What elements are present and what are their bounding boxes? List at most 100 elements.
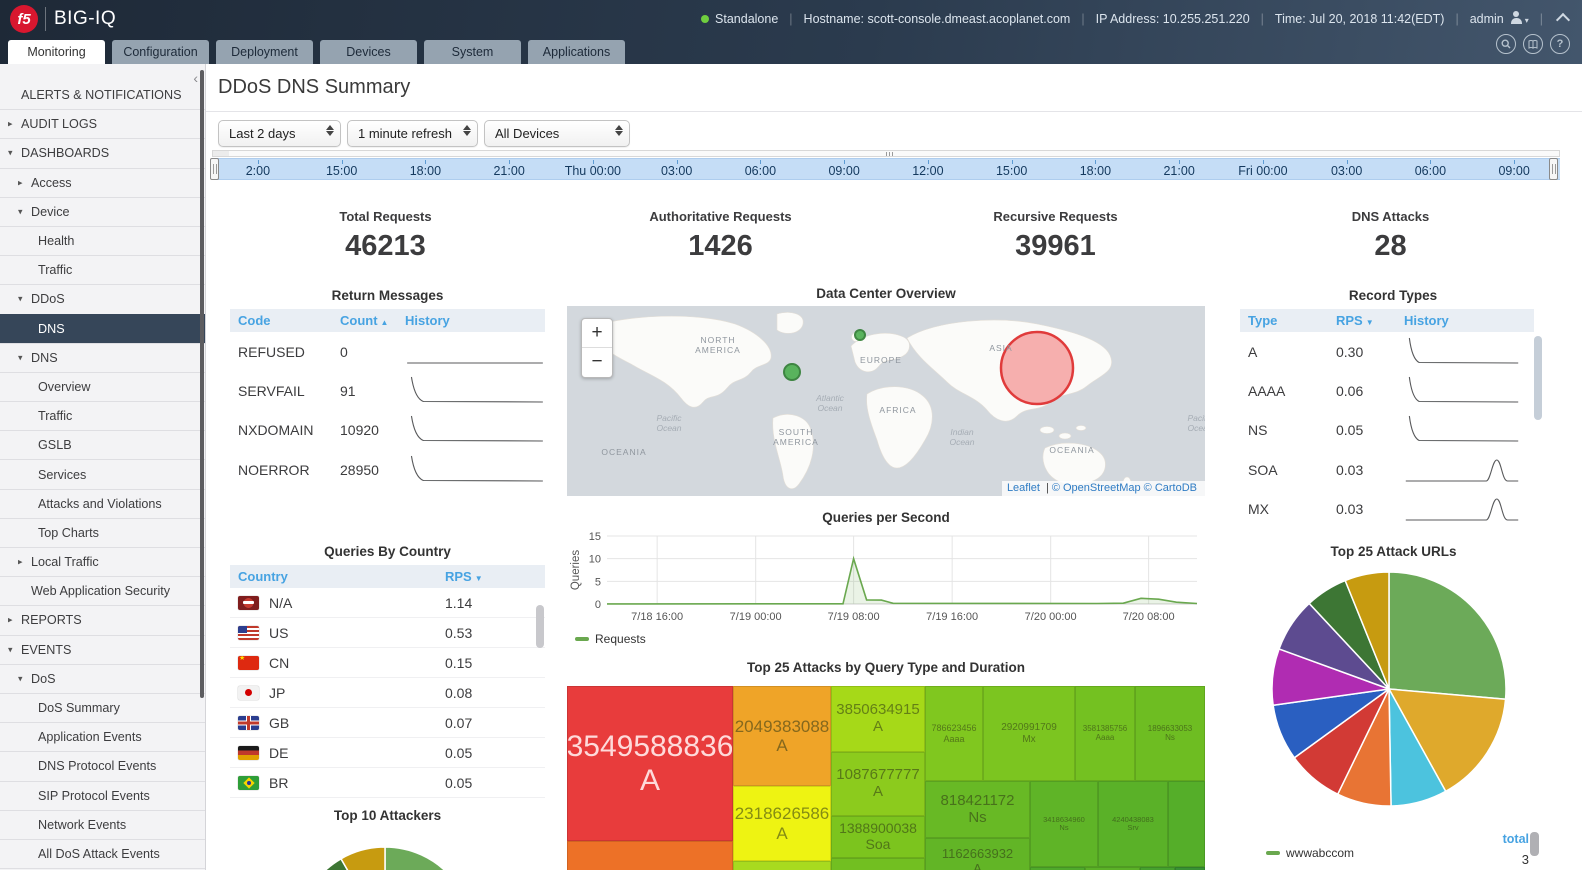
table-row[interactable]: N/A 1.14	[230, 588, 545, 618]
sidebar-item[interactable]: DoS Summary	[0, 692, 205, 722]
map-attribution-link[interactable]: © CartoDB	[1143, 482, 1197, 494]
column-header-count[interactable]: Count ▲	[340, 313, 389, 328]
search-icon[interactable]	[1496, 34, 1516, 54]
column-header-history[interactable]: History	[405, 313, 450, 328]
sidebar-item[interactable]: ▾ EVENTS	[0, 634, 205, 664]
treemap-cell[interactable]	[1085, 867, 1140, 870]
timeline-left-handle[interactable]	[210, 158, 219, 180]
nav-tab[interactable]: Configuration	[112, 40, 209, 64]
sidebar-item[interactable]: ▾ DDoS	[0, 284, 205, 313]
treemap-cell[interactable]: 1896633053 Ns	[1135, 686, 1205, 781]
sidebar-item[interactable]: Network Events	[0, 809, 205, 839]
treemap-cell[interactable]	[567, 841, 733, 870]
nav-tab[interactable]: System	[424, 40, 521, 64]
sidebar-item[interactable]: Services	[0, 459, 205, 488]
record-types-scrollbar[interactable]	[1534, 336, 1542, 420]
table-row[interactable]: SERVFAIL 91	[230, 371, 545, 410]
sidebar-item[interactable]: Overview	[0, 371, 205, 401]
table-row[interactable]: A 0.30	[1240, 332, 1534, 371]
sidebar-item[interactable]: Traffic	[0, 401, 205, 430]
sidebar-item[interactable]: All DoS Attack Events	[0, 838, 205, 868]
total-column-header[interactable]: total	[1502, 832, 1529, 846]
table-row[interactable]: NOERROR 28950	[230, 450, 545, 489]
sidebar-item[interactable]: Auto Threshold	[0, 868, 205, 870]
treemap-cell[interactable]	[831, 858, 925, 870]
map-marker-green-eu[interactable]	[854, 329, 866, 341]
sidebar-item[interactable]: Traffic	[0, 255, 205, 284]
treemap-cell[interactable]: 3850634915 A	[831, 686, 925, 752]
help-icon[interactable]: ?	[1550, 34, 1570, 54]
attack-urls-pie-chart[interactable]	[1270, 570, 1508, 813]
sidebar-item[interactable]: ▾ Device	[0, 196, 205, 226]
treemap-cell[interactable]: 786623456 Aaaa	[925, 686, 983, 781]
sidebar-item[interactable]: ▸ AUDIT LOGS	[0, 109, 205, 138]
column-header-history[interactable]: History	[1404, 313, 1449, 328]
sidebar-item[interactable]: ▾ DASHBOARDS	[0, 138, 205, 167]
nav-tab[interactable]: Deployment	[216, 40, 313, 64]
sidebar-item[interactable]: Application Events	[0, 722, 205, 751]
sidebar-item[interactable]: ▾ DNS	[0, 342, 205, 372]
treemap-cell[interactable]: 818421172 Ns	[925, 781, 1030, 838]
map-attribution-link[interactable]: Leaflet	[1006, 482, 1040, 494]
table-row[interactable]: GB 0.07	[230, 708, 545, 738]
table-row[interactable]: REFUSED 0	[230, 332, 545, 371]
top-attackers-pie-chart[interactable]	[295, 845, 475, 870]
treemap-cell[interactable]: 2920991709 Mx	[983, 686, 1075, 781]
sidebar-item[interactable]: Top Charts	[0, 517, 205, 547]
treemap-cell[interactable]: 3581385756 Aaaa	[1075, 686, 1135, 781]
world-map[interactable]: NORTH AMERICA EUROPE ASIA AFRICA SOUTH AMERI…	[567, 306, 1205, 496]
treemap-cell[interactable]: 2049383088 A	[733, 686, 831, 786]
treemap-cell[interactable]	[733, 861, 831, 870]
map-marker-green-us[interactable]	[783, 363, 801, 381]
time-range-select[interactable]: Last 2 days	[218, 120, 341, 147]
timeline-right-handle[interactable]	[1549, 158, 1558, 180]
treemap-cell[interactable]: 1388900038 Soa	[831, 816, 925, 858]
queries-by-country-scrollbar[interactable]	[536, 605, 544, 648]
book-icon[interactable]	[1523, 34, 1543, 54]
timeline-bar[interactable]: 2:00 15:00 18:00 21:00 Thu 00:00 03:00 06:00 09…	[212, 158, 1560, 180]
sidebar-collapse-icon[interactable]: ‹	[193, 70, 198, 86]
column-header-country[interactable]: Country	[238, 569, 288, 584]
devices-select[interactable]: All Devices	[484, 120, 630, 147]
table-row[interactable]: NS 0.05	[1240, 411, 1534, 450]
sidebar-item[interactable]: Web Application Security	[0, 576, 205, 605]
treemap-cell[interactable]: 3549588836 A	[567, 686, 733, 841]
nav-tab[interactable]: Monitoring	[8, 40, 105, 64]
map-marker-red-attack[interactable]	[999, 330, 1075, 406]
sidebar-item[interactable]: ▸ Access	[0, 167, 205, 197]
sidebar-item[interactable]: DNS Protocol Events	[0, 751, 205, 780]
map-attribution-link[interactable]: © OpenStreetMap	[1051, 482, 1141, 494]
sidebar-item[interactable]: ▸ Local Traffic	[0, 547, 205, 576]
sidebar-item[interactable]: DNS	[0, 313, 205, 343]
sidebar-scrollbar[interactable]	[200, 70, 204, 698]
sidebar-item[interactable]: ALERTS & NOTIFICATIONS	[0, 80, 205, 109]
attack-urls-scrollbar[interactable]	[1530, 832, 1539, 856]
timeline-track[interactable]	[212, 150, 1560, 157]
sidebar-item[interactable]: SIP Protocol Events	[0, 780, 205, 810]
column-header-rps[interactable]: RPS ▼	[1336, 313, 1374, 328]
treemap-cell[interactable]: 3418634960 Ns	[1030, 781, 1098, 867]
nav-tab[interactable]: Devices	[320, 40, 417, 64]
table-row[interactable]: MX 0.03	[1240, 490, 1534, 529]
table-row[interactable]: DE 0.05	[230, 738, 545, 768]
sidebar-item[interactable]: Health	[0, 225, 205, 255]
treemap-cell[interactable]	[1140, 867, 1175, 870]
table-row[interactable]: NXDOMAIN 10920	[230, 411, 545, 450]
refresh-interval-select[interactable]: 1 minute refresh	[347, 120, 478, 147]
nav-tab[interactable]: Applications	[528, 40, 625, 64]
zoom-out-button[interactable]: −	[591, 351, 603, 372]
treemap-cell[interactable]: 2318626586 A	[733, 786, 831, 861]
treemap-cell[interactable]	[1168, 781, 1205, 867]
treemap-cell[interactable]: 1162663932 A	[925, 838, 1030, 870]
treemap-cell[interactable]: 1087677777 A	[831, 752, 925, 816]
column-header-code[interactable]: Code	[238, 313, 271, 328]
table-row[interactable]: AAAA 0.06	[1240, 371, 1534, 410]
table-row[interactable]: CN 0.15	[230, 648, 545, 678]
column-header-type[interactable]: Type	[1248, 313, 1278, 328]
sidebar-item[interactable]: Attacks and Violations	[0, 488, 205, 518]
user-menu[interactable]: admin ▾	[1470, 11, 1529, 26]
treemap-cell[interactable]	[1175, 867, 1205, 870]
sidebar-item[interactable]: ▸ REPORTS	[0, 605, 205, 634]
sidebar-item[interactable]: ▾ DoS	[0, 663, 205, 693]
chevron-up-icon[interactable]	[1555, 12, 1571, 28]
